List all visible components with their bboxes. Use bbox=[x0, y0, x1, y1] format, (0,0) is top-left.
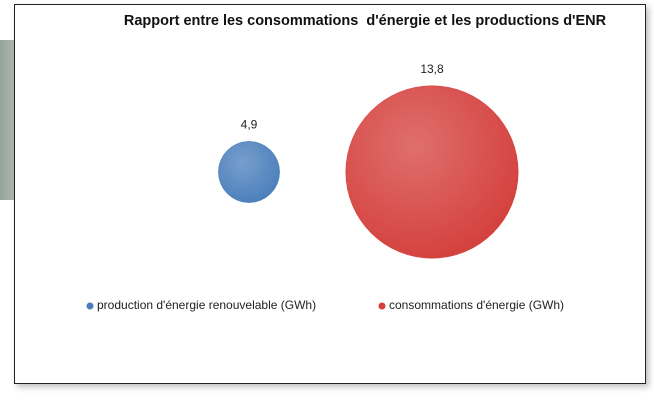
data-label: 4,9 bbox=[241, 118, 258, 132]
legend-marker bbox=[86, 302, 94, 310]
legend-label: consommations d'énergie (GWh) bbox=[389, 298, 564, 312]
bubble bbox=[345, 85, 519, 259]
bubble bbox=[218, 141, 280, 203]
data-label: 13,8 bbox=[420, 62, 444, 76]
chart-frame bbox=[14, 4, 646, 384]
legend-label: production d'énergie renouvelable (GWh) bbox=[97, 298, 316, 312]
chart-title: Rapport entre les consommations d'énergi… bbox=[123, 13, 607, 29]
legend-marker bbox=[378, 302, 386, 310]
